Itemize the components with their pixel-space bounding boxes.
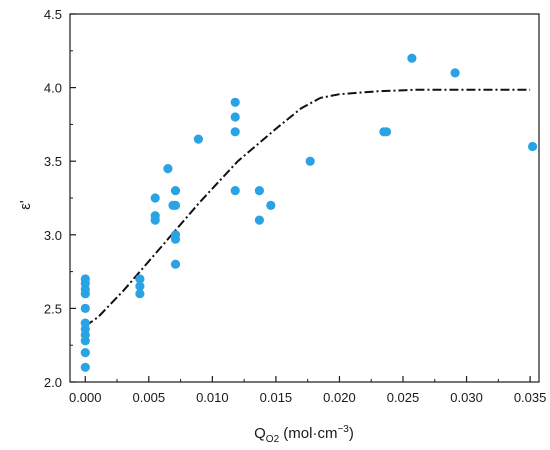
data-point (80, 318, 90, 328)
data-point (230, 127, 240, 137)
data-point (381, 127, 392, 137)
x-tick-label: 0.010 (196, 390, 229, 405)
x-tick-label: 0.005 (133, 390, 166, 405)
data-point (193, 134, 203, 144)
data-point (254, 186, 264, 196)
data-point (170, 186, 181, 196)
data-point (80, 348, 90, 358)
data-point (163, 164, 173, 174)
data-point (150, 193, 160, 203)
x-axis: 0.000 0.005 0.010 0.015 0.020 0.025 0.030 0.035 (69, 376, 546, 405)
y-axis-label: ε' (17, 200, 34, 210)
data-point (170, 259, 181, 269)
fit-curve (84, 88, 531, 327)
data-point (80, 303, 90, 313)
y-tick-label: 2.5 (44, 301, 62, 316)
data-point (80, 274, 90, 284)
y-tick-label: 4.5 (44, 7, 62, 22)
x-tick-label: 0.030 (450, 390, 483, 405)
x-tick-label: 0.000 (69, 390, 102, 405)
data-point (230, 186, 240, 196)
y-axis: 2.0 2.5 3.0 3.5 4.0 4.5 (44, 7, 76, 390)
x-tick-label: 0.020 (323, 390, 356, 405)
data-point (80, 362, 90, 372)
y-tick-label: 4.0 (44, 81, 62, 96)
x-tick-label: 0.015 (260, 390, 293, 405)
data-point (450, 68, 460, 78)
data-point (170, 200, 181, 210)
data-points (80, 53, 538, 372)
data-point (230, 112, 240, 122)
data-point (254, 215, 264, 225)
data-point (528, 141, 538, 152)
data-point (266, 200, 276, 210)
data-point (150, 211, 160, 221)
data-point (170, 230, 181, 240)
x-axis-label: QO2 (mol·cm−3) (254, 424, 354, 445)
y-tick-label: 2.0 (44, 375, 62, 390)
data-point (230, 97, 240, 107)
y-tick-label: 3.0 (44, 228, 62, 243)
data-point (135, 281, 145, 291)
plot-frame (69, 13, 540, 383)
data-point (305, 156, 315, 166)
data-point (407, 53, 417, 63)
data-point (135, 289, 145, 299)
y-tick-label: 3.5 (44, 154, 62, 169)
data-point (135, 274, 145, 284)
x-tick-label: 0.025 (387, 390, 420, 405)
x-tick-label: 0.035 (514, 390, 547, 405)
